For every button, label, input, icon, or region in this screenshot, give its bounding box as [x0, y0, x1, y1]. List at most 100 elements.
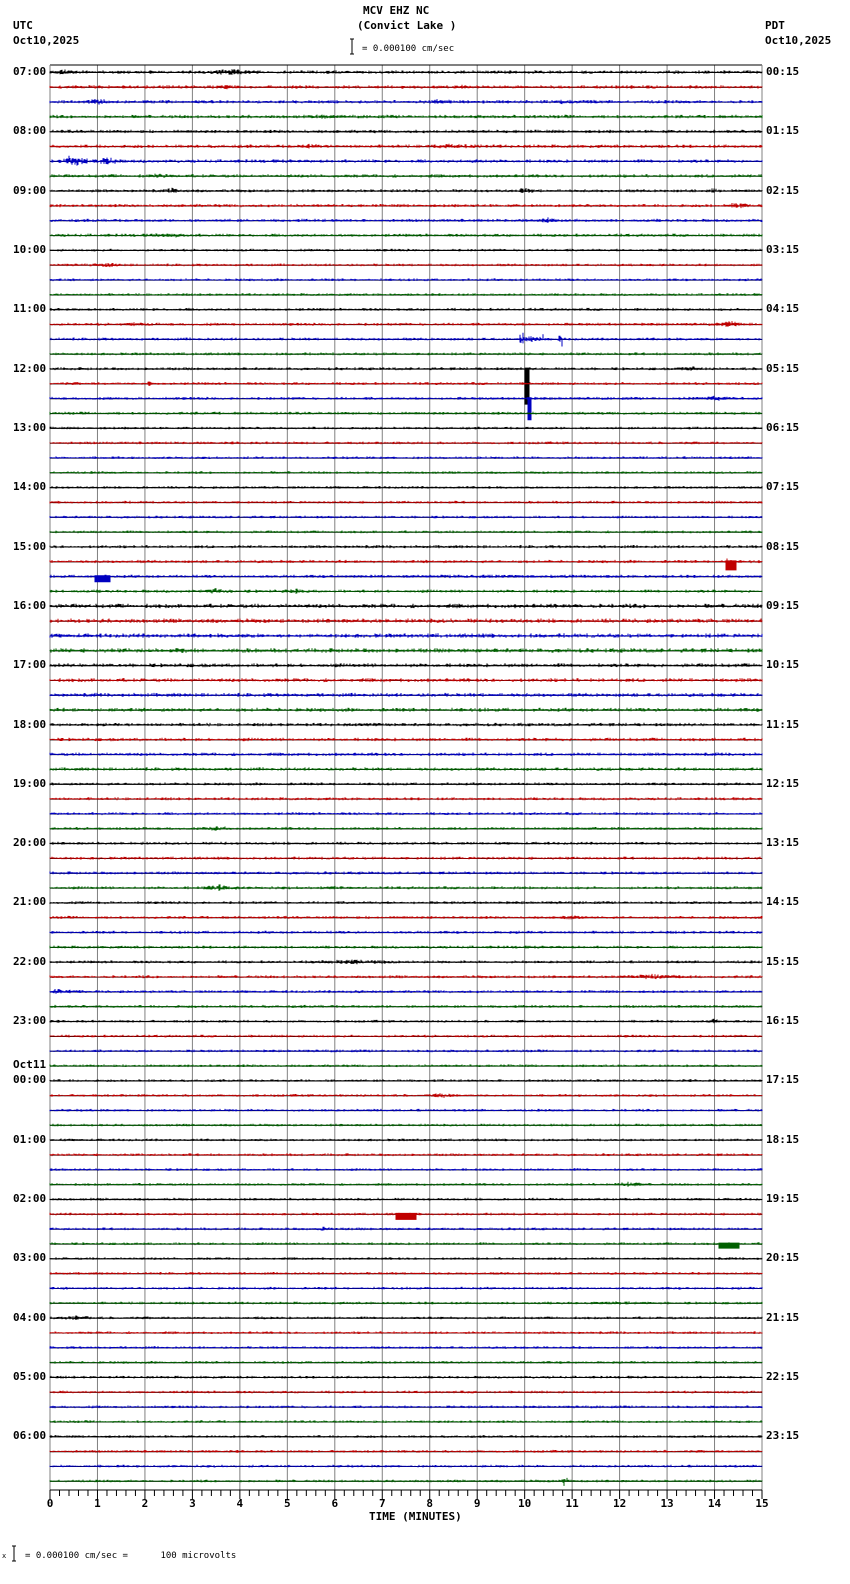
seismic-trace: [49, 278, 763, 282]
seismic-trace: [49, 1168, 763, 1171]
seismic-trace: [49, 648, 763, 653]
seismic-trace: [49, 973, 763, 980]
seismic-trace: [49, 155, 763, 166]
utc-hour-label: 21:00: [13, 895, 47, 909]
utc-hour-label: 02:00: [13, 1192, 47, 1206]
seismic-trace: [49, 1405, 763, 1409]
seismic-trace: [49, 767, 763, 771]
scale-text: = 0.000100 cm/sec: [362, 44, 455, 54]
seismic-trace: [49, 678, 763, 683]
seismic-trace: [49, 1018, 763, 1024]
seismic-trace: [49, 352, 763, 356]
seismic-trace: [49, 307, 763, 311]
local-hour-label: 11:15: [766, 717, 800, 731]
seismic-trace: [49, 114, 763, 119]
local-hour-label: 15:15: [766, 954, 800, 968]
seismic-trace: [49, 1123, 763, 1127]
local-hour-label: 13:15: [766, 836, 800, 850]
seismic-trace: [49, 707, 763, 712]
seismic-trace: [49, 1361, 763, 1364]
seismic-trace: [49, 217, 763, 223]
seismic-trace: [49, 797, 763, 801]
x-tick-label: 14: [707, 1497, 722, 1510]
x-tick-label: 12: [612, 1497, 627, 1510]
utc-date-change-label: Oct11: [13, 1058, 47, 1072]
seismic-trace: [49, 1242, 763, 1249]
local-hour-label: 06:15: [766, 420, 800, 434]
local-hour-label: 00:15: [766, 65, 800, 78]
seismic-trace: [49, 332, 763, 347]
seismic-trace: [49, 1226, 763, 1231]
station-title: MCV EHZ NC: [363, 4, 430, 17]
seismic-trace: [49, 841, 763, 845]
seismic-trace: [49, 959, 763, 965]
seismic-trace: [49, 945, 763, 949]
left-date: Oct10,2025: [13, 34, 80, 47]
seismic-trace: [49, 515, 763, 519]
seismic-trace: [49, 129, 763, 134]
right-timezone: PDT: [765, 19, 785, 32]
seismic-trace: [49, 1153, 763, 1157]
seismic-trace: [49, 989, 763, 994]
utc-hour-label: 15:00: [13, 539, 47, 553]
seismic-trace: [49, 1272, 763, 1275]
x-tick-label: 13: [660, 1497, 674, 1510]
seismic-trace: [49, 1375, 763, 1379]
local-hour-label: 07:15: [766, 480, 800, 494]
x-tick-label: 9: [473, 1497, 481, 1510]
local-hour-label: 16:15: [766, 1014, 800, 1028]
utc-hour-label: 06:00: [13, 1429, 47, 1443]
local-hour-label: 19:15: [766, 1192, 800, 1206]
seismic-trace: [49, 248, 763, 252]
seismic-trace: [49, 692, 763, 697]
left-timezone: UTC: [13, 19, 33, 32]
utc-hour-label: 08:00: [13, 124, 47, 138]
seismic-trace: [49, 558, 763, 571]
seismic-trace: [49, 1331, 763, 1335]
x-tick-label: 4: [236, 1497, 244, 1510]
seismic-trace: [49, 500, 763, 504]
seismic-trace: [49, 812, 763, 816]
local-hour-label: 20:15: [766, 1251, 800, 1265]
utc-hour-label: 03:00: [13, 1251, 47, 1265]
local-hour-label: 12:15: [766, 776, 800, 790]
seismic-trace: [49, 603, 763, 609]
x-axis-label: TIME (MINUTES): [369, 1510, 462, 1523]
x-tick-label: 0: [46, 1497, 54, 1510]
x-tick-label: 15: [755, 1497, 769, 1510]
seismic-trace: [49, 1093, 763, 1098]
x-tick-label: 8: [426, 1497, 434, 1510]
local-hour-label: 09:15: [766, 598, 800, 612]
seismic-trace: [49, 293, 763, 296]
seismic-trace: [49, 395, 763, 421]
x-tick-label: 2: [141, 1497, 149, 1510]
utc-hour-label: 01:00: [13, 1132, 47, 1146]
seismic-trace: [49, 187, 763, 193]
seismic-trace: [49, 471, 763, 474]
seismic-trace: [49, 871, 763, 875]
seismic-trace: [49, 1301, 763, 1305]
seismic-trace: [49, 1197, 763, 1201]
seismic-trace: [49, 1315, 763, 1320]
seismic-trace: [49, 1286, 763, 1290]
local-hour-label: 10:15: [766, 658, 800, 672]
x-tick-label: 7: [378, 1497, 386, 1510]
seismic-trace: [49, 143, 763, 149]
x-tick-label: 11: [565, 1497, 579, 1510]
seismic-trace: [49, 1346, 763, 1349]
seismic-trace: [49, 530, 763, 534]
utc-hour-label: 14:00: [13, 480, 47, 494]
seismic-trace: [49, 411, 763, 415]
utc-hour-label: 20:00: [13, 836, 47, 850]
utc-hour-label: 07:00: [13, 65, 47, 78]
local-hour-label: 23:15: [766, 1429, 800, 1443]
seismic-trace: [49, 1049, 763, 1053]
seismic-trace: [49, 366, 763, 405]
local-hour-label: 14:15: [766, 895, 800, 909]
utc-hour-label: 22:00: [13, 954, 47, 968]
footer-scale-text: = 0.000100 cm/sec = 100 microvolts: [25, 1551, 237, 1561]
seismic-trace: [49, 574, 763, 583]
seismic-trace: [49, 1181, 763, 1187]
seismic-trace: [49, 826, 763, 831]
seismic-trace: [49, 1079, 763, 1082]
